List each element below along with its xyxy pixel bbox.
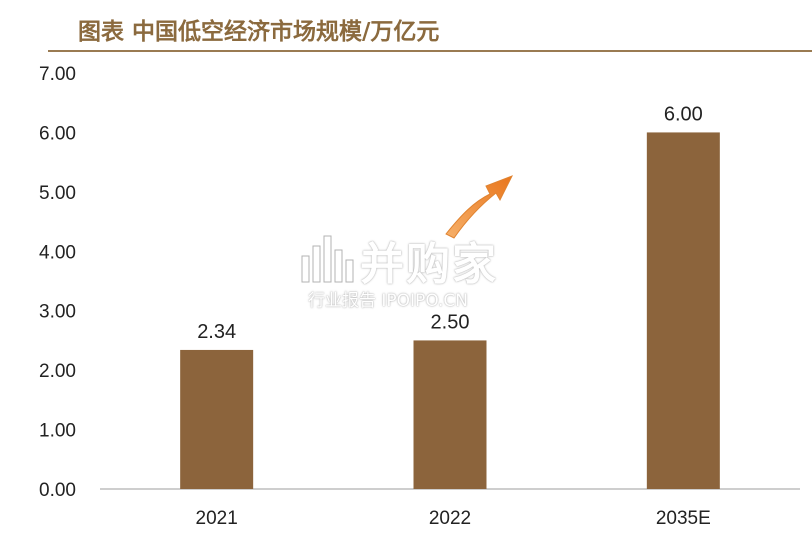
y-tick-label: 1.00 (39, 421, 76, 442)
y-tick-label: 7.00 (39, 64, 76, 85)
x-tick-label: 2035E (656, 508, 711, 529)
watermark-brand: 并购家 (360, 239, 498, 290)
data-labels: 2.34 2.50 6.00 (197, 103, 703, 343)
y-tick-label: 4.00 (39, 242, 76, 263)
title-divider (48, 50, 812, 52)
y-tick-label: 6.00 (39, 123, 76, 144)
data-label-2021: 2.34 (197, 321, 236, 343)
watermark-logo-icon (301, 235, 354, 283)
data-label-2022: 2.50 (431, 311, 470, 333)
trend-arrow-icon (445, 175, 514, 239)
bars (180, 132, 720, 489)
bar-2035E (646, 132, 720, 489)
category-labels: 2021 2022 2035E (196, 508, 711, 529)
y-tick-label: 0.00 (39, 480, 76, 501)
y-tick-label: 5.00 (39, 183, 76, 204)
bar-2022 (413, 340, 487, 489)
y-tick-label: 3.00 (39, 302, 76, 323)
chart-title: 图表 中国低空经济市场规模/万亿元 (78, 19, 440, 45)
bar-2021 (180, 349, 254, 489)
watermark: 并购家 行业报告 IPOIPO.CN (298, 228, 518, 312)
y-tick-label: 2.00 (39, 361, 76, 382)
data-label-2035E: 6.00 (664, 103, 703, 125)
y-axis-ticks: 0.00 1.00 2.00 3.00 4.00 5.00 6.00 7.00 (39, 64, 76, 501)
watermark-subtitle: 行业报告 IPOIPO.CN (308, 291, 468, 311)
x-tick-label: 2022 (429, 508, 471, 529)
x-tick-label: 2021 (196, 508, 238, 529)
